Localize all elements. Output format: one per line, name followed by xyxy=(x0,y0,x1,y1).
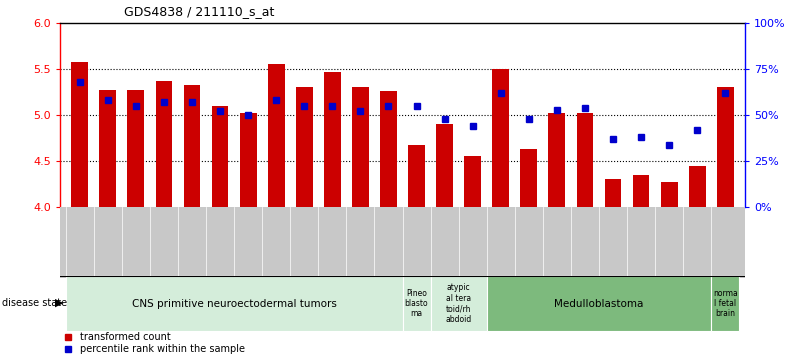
Bar xyxy=(689,166,706,207)
Text: Pineo
blasto
ma: Pineo blasto ma xyxy=(405,289,429,319)
Bar xyxy=(324,72,340,207)
Bar xyxy=(66,276,402,331)
Bar xyxy=(521,149,537,207)
Text: transformed count: transformed count xyxy=(80,332,171,342)
Bar xyxy=(487,276,711,331)
Bar xyxy=(296,87,312,207)
Bar xyxy=(465,156,481,207)
Bar xyxy=(127,90,144,207)
Bar xyxy=(431,276,487,331)
Bar xyxy=(268,64,284,207)
Bar xyxy=(211,106,228,207)
Text: ▶: ▶ xyxy=(55,298,64,308)
Bar xyxy=(403,276,431,331)
Bar xyxy=(380,91,396,207)
Bar xyxy=(605,179,622,207)
Bar xyxy=(437,124,453,207)
Bar xyxy=(409,145,425,207)
Text: Medulloblastoma: Medulloblastoma xyxy=(554,298,644,309)
Text: disease state: disease state xyxy=(2,298,67,308)
Bar xyxy=(633,175,650,207)
Text: atypic
al tera
toid/rh
abdoid: atypic al tera toid/rh abdoid xyxy=(445,284,472,324)
Bar xyxy=(99,90,116,207)
Bar xyxy=(549,113,566,207)
Bar xyxy=(577,113,594,207)
Text: norma
l fetal
brain: norma l fetal brain xyxy=(713,289,738,319)
Bar xyxy=(661,182,678,207)
Text: CNS primitive neuroectodermal tumors: CNS primitive neuroectodermal tumors xyxy=(131,298,336,309)
Text: percentile rank within the sample: percentile rank within the sample xyxy=(80,344,245,354)
Text: GDS4838 / 211110_s_at: GDS4838 / 211110_s_at xyxy=(124,5,275,18)
Bar xyxy=(183,85,200,207)
Bar xyxy=(155,81,172,207)
Bar xyxy=(352,87,368,207)
Bar xyxy=(493,69,509,207)
Bar xyxy=(717,87,734,207)
Bar xyxy=(239,113,256,207)
Bar xyxy=(711,276,739,331)
Bar xyxy=(71,62,88,207)
